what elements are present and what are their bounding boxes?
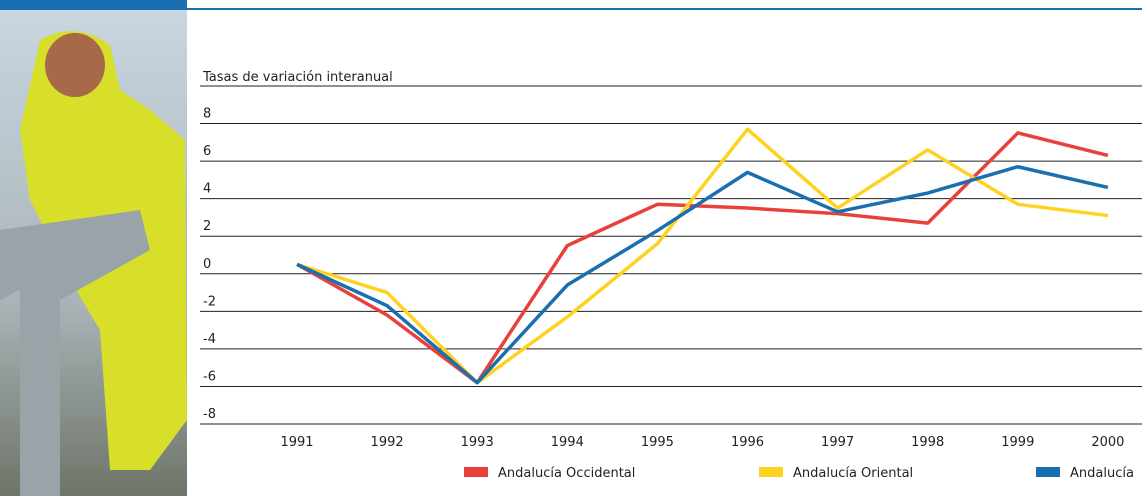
x-tick-label: 1993 xyxy=(461,435,494,450)
y-tick-label: 4 xyxy=(203,182,211,197)
legend-swatch xyxy=(1036,467,1060,477)
y-tick-label: 6 xyxy=(203,144,211,159)
series-line xyxy=(296,131,1109,385)
y-tick-label: 8 xyxy=(203,107,211,122)
x-tick-label: 1992 xyxy=(371,435,404,450)
y-tick-label: -2 xyxy=(203,294,216,309)
x-tick-label: 1995 xyxy=(641,435,674,450)
legend-label: Andalucía xyxy=(1070,466,1134,481)
x-tick-label: 1998 xyxy=(911,435,944,450)
y-axis-label: Tasas de variación interanual xyxy=(202,70,393,85)
y-tick-label: -4 xyxy=(203,332,216,347)
y-tick-label: -6 xyxy=(203,369,216,384)
x-tick-label: 1999 xyxy=(1001,435,1034,450)
series-line xyxy=(296,127,1109,385)
header-bar xyxy=(0,0,187,10)
y-tick-label: -8 xyxy=(203,407,216,422)
x-tick-label: 1991 xyxy=(280,435,313,450)
x-tick-label: 1996 xyxy=(731,435,764,450)
photo xyxy=(0,10,187,496)
y-tick-label: 0 xyxy=(203,257,211,272)
legend-label: Andalucía Occidental xyxy=(498,466,635,481)
x-tick-label: 2000 xyxy=(1091,435,1124,450)
x-tick-label: 1997 xyxy=(821,435,854,450)
legend-swatch xyxy=(464,467,488,477)
series-line xyxy=(296,164,1109,385)
y-tick-label: 2 xyxy=(203,219,211,234)
legend-label: Andalucía Oriental xyxy=(793,466,913,481)
legend-swatch xyxy=(759,467,783,477)
x-tick-label: 1994 xyxy=(551,435,584,450)
